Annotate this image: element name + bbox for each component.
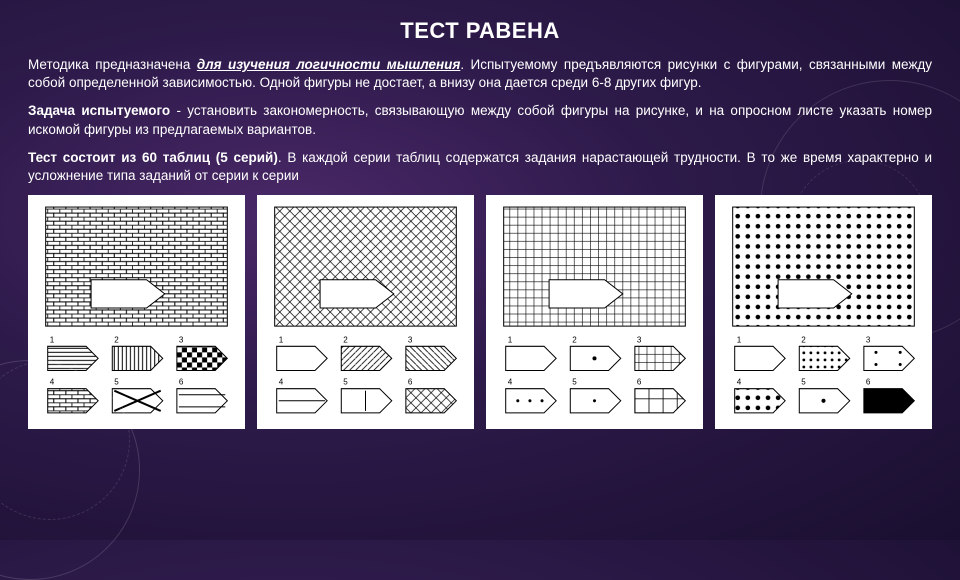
svg-text:3: 3 <box>408 336 413 345</box>
raven-card-4: 1 2 3 4 5 6 <box>715 195 932 429</box>
raven-card-3: 1 2 3 4 5 6 <box>486 195 703 429</box>
paragraph-2: Задача испытуемого - установить закономе… <box>28 102 932 138</box>
opt-num-1: 1 <box>50 336 55 345</box>
svg-text:5: 5 <box>343 378 348 387</box>
svg-text:1: 1 <box>508 336 513 345</box>
raven-card-2: 1 2 3 4 5 6 <box>257 195 474 429</box>
paragraph-1: Методика предназначена для изучения логи… <box>28 56 932 92</box>
svg-text:2: 2 <box>572 336 577 345</box>
p2-bold: Задача испытуемого <box>28 103 170 118</box>
raven-cards-row: 1 2 3 4 5 6 <box>0 195 960 429</box>
opt-num-6: 6 <box>179 378 184 387</box>
opt-num-4: 4 <box>50 378 55 387</box>
svg-text:6: 6 <box>408 378 413 387</box>
p1-text-a: Методика предназначена <box>28 57 197 72</box>
svg-text:3: 3 <box>637 336 642 345</box>
page-title: ТЕСТ РАВЕНА <box>28 18 932 44</box>
svg-text:2: 2 <box>801 336 806 345</box>
p3-bold: Тест состоит из 60 таблиц (5 серий) <box>28 150 278 165</box>
svg-text:2: 2 <box>343 336 348 345</box>
svg-text:3: 3 <box>866 336 871 345</box>
svg-text:1: 1 <box>279 336 284 345</box>
svg-text:6: 6 <box>866 378 871 387</box>
opt-num-2: 2 <box>114 336 119 345</box>
svg-text:5: 5 <box>801 378 806 387</box>
svg-text:5: 5 <box>572 378 577 387</box>
svg-text:1: 1 <box>737 336 742 345</box>
svg-text:4: 4 <box>279 378 284 387</box>
svg-text:6: 6 <box>637 378 642 387</box>
opt-num-3: 3 <box>179 336 184 345</box>
paragraph-3: Тест состоит из 60 таблиц (5 серий). В к… <box>28 149 932 185</box>
svg-text:4: 4 <box>737 378 742 387</box>
opt-num-5: 5 <box>114 378 119 387</box>
p1-emphasis: для изучения логичности мышления <box>197 57 460 72</box>
raven-card-1: 1 2 3 4 5 6 <box>28 195 245 429</box>
card1-options: 1 2 3 4 5 6 <box>48 336 228 414</box>
svg-text:4: 4 <box>508 378 513 387</box>
